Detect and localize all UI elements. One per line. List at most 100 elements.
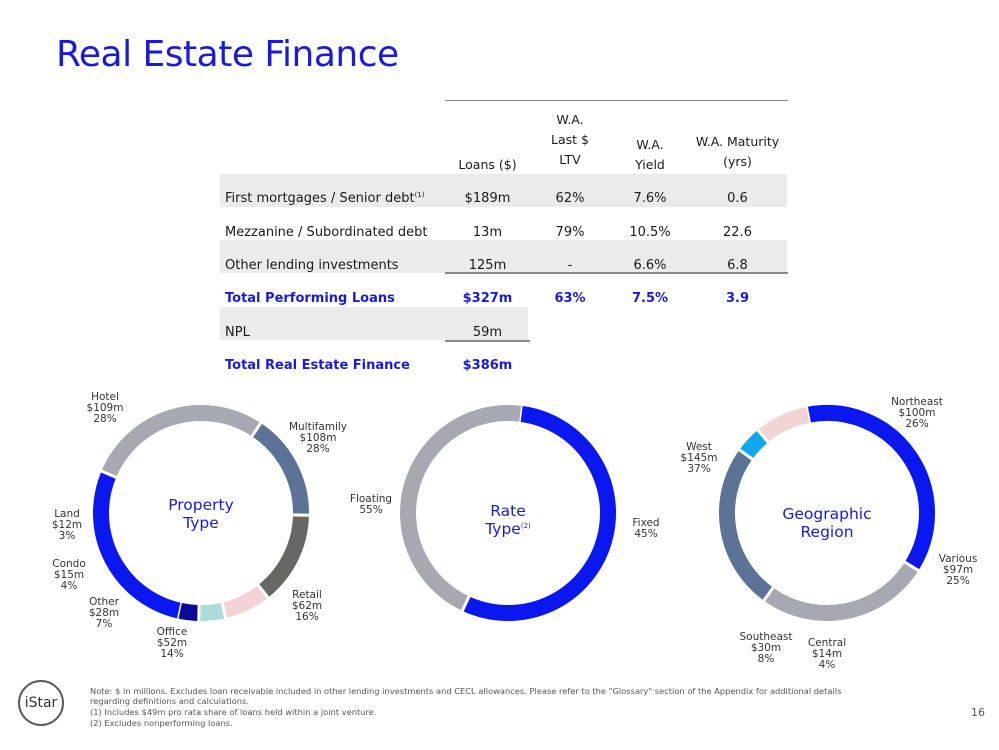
chart-center-label: Rate Type(2) <box>458 502 558 538</box>
center-label-line1: Geographic <box>782 505 872 523</box>
header-maturity: W.A. Maturity (yrs) <box>690 132 785 172</box>
row-ltv: 79% <box>555 225 585 240</box>
center-label-line1: Property <box>168 496 234 514</box>
segment-name: Northeast <box>891 396 943 408</box>
segment-label-hotel: Hotel $109m 28% <box>80 392 130 425</box>
segment-amount: $97m <box>942 564 974 576</box>
row-loans: 13m <box>472 225 503 240</box>
segment-pct: 55% <box>359 504 383 516</box>
segment-label-office: Office $52m 14% <box>147 627 197 660</box>
segment-name: Retail <box>292 589 322 601</box>
footnote-line: regarding definitions and calculations. <box>90 696 249 706</box>
donut-segment-office <box>257 514 309 598</box>
header-yield-line1: W.A. <box>636 137 664 152</box>
segment-label-northeast: Northeast $100m 26% <box>887 397 947 430</box>
row-maturity: 6.8 <box>727 258 748 273</box>
segment-pct: 4% <box>818 659 836 671</box>
segment-name: Fixed <box>632 517 660 529</box>
chart-center-label: Property Type <box>151 496 251 532</box>
segment-pct: 45% <box>634 528 658 540</box>
segment-name: Multifamily <box>288 421 348 433</box>
center-label-line2: Type <box>485 520 521 538</box>
row-loans: $189m <box>464 191 511 206</box>
header-ltv-line2: Last $ <box>551 132 589 147</box>
segment-label-condo: Condo $15m 4% <box>44 559 94 592</box>
header-ltv-line1: W.A. <box>556 112 584 127</box>
total-performing-row: Total Performing Loans $327m 63% 7.5% 3.… <box>220 282 788 315</box>
row-yield: 7.6% <box>633 191 667 206</box>
table-row: First mortgages / Senior debt(1) $189m 6… <box>220 182 788 215</box>
header-yield: W.A. Yield <box>610 135 690 175</box>
row-ltv: - <box>567 258 573 273</box>
center-label-line2: Type <box>183 514 219 532</box>
segment-pct: 16% <box>295 611 319 623</box>
row-yield: 10.5% <box>629 225 671 240</box>
donut-segment-northeast <box>763 561 919 621</box>
row-label: Other lending investments <box>225 258 399 273</box>
row-shading <box>220 307 528 340</box>
segment-name: Land <box>54 508 80 520</box>
loan-summary-table: Loans ($) W.A. Last $ LTV W.A. Yield W.A… <box>220 100 790 380</box>
segment-label-land: Land $12m 3% <box>42 509 92 542</box>
segment-amount: $15m <box>53 569 85 581</box>
segment-pct: 37% <box>687 463 711 475</box>
segment-divider <box>762 585 775 603</box>
segment-divider <box>220 601 228 620</box>
row-loans: $386m <box>462 358 513 373</box>
donut-segment-retail <box>251 423 309 516</box>
segment-label-southeast: Southeast $30m 8% <box>736 632 796 665</box>
segment-divider <box>250 421 263 439</box>
donut-segment-central <box>739 430 769 460</box>
segment-amount: $28m <box>88 607 120 619</box>
row-loans: 125m <box>468 258 507 273</box>
segment-amount: $12m <box>51 519 83 531</box>
segment-pct: 28% <box>306 443 330 455</box>
segment-name: Various <box>938 553 978 565</box>
segment-pct: 8% <box>757 653 775 665</box>
row-loans: $327m <box>462 291 513 306</box>
row-label: First mortgages / Senior debt(1) <box>225 182 425 215</box>
segment-name: Office <box>156 626 188 638</box>
total-row: Total Real Estate Finance $386m <box>220 349 788 382</box>
footnote-marker: (2) <box>520 522 531 530</box>
segment-amount: $52m <box>156 637 188 649</box>
segment-pct: 3% <box>58 530 76 542</box>
segment-amount: $109m <box>86 402 124 414</box>
footnote-line: (2) Excludes nonperforming loans. <box>90 718 233 728</box>
page-title: Real Estate Finance <box>56 34 399 75</box>
segment-divider <box>99 469 118 480</box>
donut-segment-land <box>178 602 200 621</box>
donut-segment-condo <box>198 602 226 621</box>
footnote-line: (1) Includes $49m pro rata share of loan… <box>90 707 377 717</box>
istar-logo: iStar <box>18 680 64 726</box>
segment-name: Central <box>807 637 847 649</box>
segment-label-fixed: Fixed 45% <box>623 518 669 540</box>
table-row: Other lending investments 125m - 6.6% 6.… <box>220 249 788 282</box>
segment-name: Floating <box>349 493 393 505</box>
segment-amount: $62m <box>291 600 323 612</box>
segment-label-other: Other $28m 7% <box>79 597 129 630</box>
segment-pct: 28% <box>93 413 117 425</box>
logo-text: iStar <box>24 695 58 711</box>
segment-divider <box>256 583 270 600</box>
row-label: NPL <box>225 325 250 340</box>
row-label-text: First mortgages / Senior debt <box>225 191 415 206</box>
row-ltv: 63% <box>554 291 586 306</box>
segment-amount: $108m <box>299 432 337 444</box>
chart-center-label: Geographic Region <box>767 505 887 541</box>
row-loans: 59m <box>472 325 503 340</box>
header-loans: Loans ($) <box>458 157 517 172</box>
donut-segment-southeast <box>757 406 810 443</box>
row-yield: 6.6% <box>633 258 667 273</box>
header-ltv: W.A. Last $ LTV <box>530 110 610 170</box>
donut-segment-other <box>221 584 269 619</box>
donut-segment-floating <box>462 405 616 621</box>
segment-label-floating: Floating 55% <box>346 494 396 516</box>
header-maturity-line1: W.A. Maturity <box>695 134 780 149</box>
row-maturity: 22.6 <box>723 225 752 240</box>
npl-row: NPL 59m <box>220 316 788 349</box>
row-shading <box>220 174 787 207</box>
segment-label-various: Various $97m 25% <box>933 554 983 587</box>
row-yield: 7.5% <box>631 291 669 306</box>
footnote-line: Note: $ in millions. Excludes loan recei… <box>90 686 842 696</box>
